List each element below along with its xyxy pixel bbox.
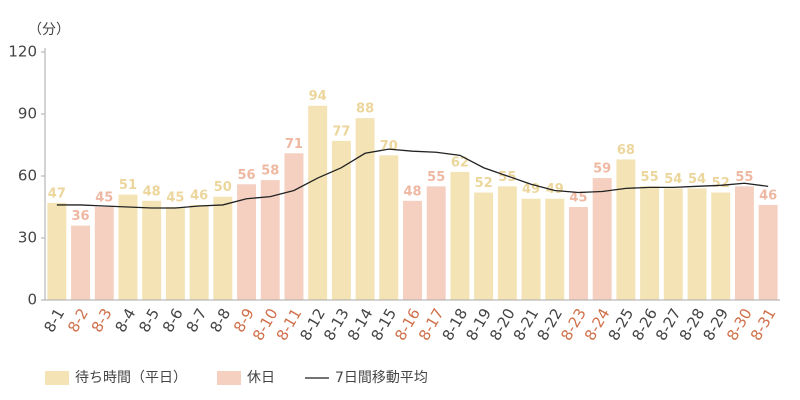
x-tick-label: 8-31 — [747, 305, 780, 343]
x-tick-label: 8-6 — [159, 305, 187, 335]
bar — [758, 204, 778, 300]
bar — [237, 184, 257, 300]
bar — [474, 192, 494, 300]
bar — [71, 225, 91, 300]
bar — [403, 200, 422, 300]
bar — [331, 140, 351, 300]
data-label: 70 — [380, 139, 398, 154]
data-label: 48 — [143, 184, 161, 199]
bar — [213, 196, 233, 300]
y-tick-label: 90 — [18, 105, 37, 123]
bar — [426, 186, 446, 300]
bar — [142, 200, 162, 300]
bar — [592, 178, 612, 300]
bar — [734, 186, 754, 300]
data-label: 62 — [451, 155, 469, 170]
data-label: 51 — [119, 178, 137, 193]
data-label: 55 — [498, 170, 516, 185]
data-label: 88 — [356, 102, 374, 117]
data-label: 47 — [48, 186, 66, 201]
bar — [640, 186, 660, 300]
x-tick-label: 8-2 — [64, 305, 92, 335]
legend-label: 待ち時間（平日） — [75, 370, 187, 386]
data-label: 55 — [641, 170, 659, 185]
bar — [450, 171, 470, 300]
data-label: 48 — [403, 184, 421, 199]
x-tick-label: 8-7 — [183, 305, 211, 335]
moving-average-line — [56, 148, 769, 209]
y-tick-label: 0 — [27, 291, 37, 309]
data-label: 54 — [664, 172, 682, 187]
data-label: 59 — [593, 162, 611, 177]
data-label: 71 — [285, 137, 303, 152]
bar — [379, 155, 399, 300]
y-unit: （分） — [28, 22, 70, 38]
bar — [568, 207, 588, 300]
bar — [687, 188, 707, 300]
data-label: 58 — [261, 164, 279, 179]
bar — [260, 180, 280, 300]
bar — [663, 188, 683, 300]
data-label: 46 — [190, 188, 208, 203]
data-label: 45 — [166, 191, 184, 206]
data-label: 55 — [735, 170, 753, 185]
y-tick-label: 30 — [18, 229, 37, 247]
bar — [118, 194, 138, 300]
x-tick-label: 8-5 — [135, 305, 163, 335]
data-label: 68 — [617, 143, 635, 158]
data-label: 46 — [759, 188, 777, 203]
bar — [47, 202, 67, 300]
legend-label: 7日間移動平均 — [335, 370, 428, 386]
data-label: 45 — [569, 191, 587, 206]
x-tick-label: 8-3 — [88, 305, 116, 335]
data-label: 49 — [546, 182, 564, 197]
legend-label: 休日 — [247, 370, 275, 386]
x-tick-label: 8-8 — [206, 305, 234, 335]
bar — [497, 186, 517, 300]
data-label: 45 — [95, 191, 113, 206]
data-label: 77 — [332, 124, 350, 139]
bar — [545, 198, 565, 300]
data-label: 36 — [72, 209, 90, 224]
data-label: 55 — [427, 170, 445, 185]
bar — [355, 118, 375, 300]
bar — [165, 207, 185, 300]
bar — [308, 105, 328, 300]
data-label: 54 — [688, 172, 706, 187]
x-tick-label: 8-1 — [40, 305, 68, 335]
bar — [94, 207, 114, 300]
y-tick-label: 60 — [18, 167, 37, 185]
bar — [711, 192, 731, 300]
data-label: 50 — [214, 180, 232, 195]
bar — [284, 153, 304, 300]
bar — [616, 159, 636, 300]
data-label: 56 — [237, 168, 255, 183]
data-label: 52 — [475, 176, 493, 191]
data-label: 94 — [309, 89, 327, 104]
data-label: 52 — [712, 176, 730, 191]
x-tick-label: 8-4 — [112, 305, 140, 335]
bar — [189, 204, 209, 300]
bar — [521, 198, 541, 300]
legend-swatch — [45, 371, 69, 385]
legend-swatch — [217, 371, 241, 385]
y-tick-label: 120 — [8, 43, 37, 61]
